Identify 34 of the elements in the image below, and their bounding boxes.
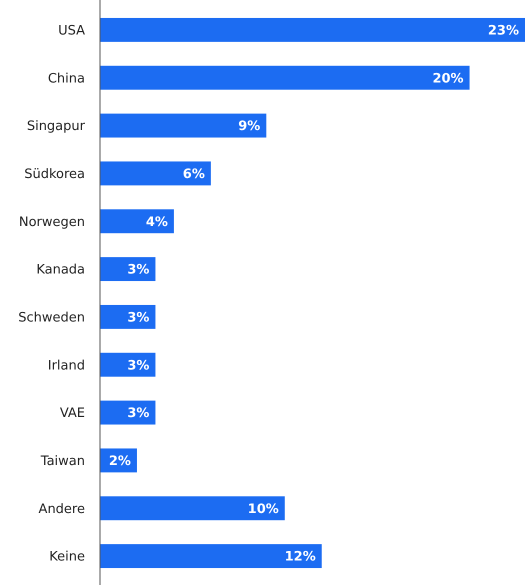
y-tick-label: Schweden <box>18 310 85 326</box>
y-tick-label: China <box>48 71 85 86</box>
data-label: 3% <box>127 406 150 422</box>
data-label: 12% <box>284 550 316 565</box>
data-label: 9% <box>238 119 260 134</box>
data-label: 3% <box>127 262 150 278</box>
data-label: 3% <box>127 310 150 326</box>
y-tick-label: Singapur <box>26 119 86 134</box>
bar <box>100 257 156 282</box>
bar <box>100 66 470 90</box>
bar <box>100 544 322 568</box>
y-tick-label: Keine <box>49 550 85 565</box>
y-tick-label: Andere <box>38 502 85 517</box>
y-tick-label: Irland <box>48 358 85 374</box>
data-label: 20% <box>432 71 464 86</box>
y-tick-label: Südkorea <box>24 166 85 182</box>
bar <box>100 400 156 425</box>
bar <box>100 304 156 329</box>
bar <box>100 496 285 520</box>
data-label: 2% <box>108 454 131 469</box>
y-tick-label: USA <box>58 23 86 38</box>
data-label: 10% <box>248 502 279 517</box>
bar <box>100 114 266 138</box>
y-tick-label: VAE <box>60 406 85 422</box>
bar <box>100 209 174 234</box>
data-label: 6% <box>182 166 205 182</box>
y-tick-label: Norwegen <box>18 214 85 230</box>
data-label: 23% <box>488 23 519 38</box>
y-tick-label: Taiwan <box>40 454 85 469</box>
data-label: 4% <box>146 214 168 230</box>
bar <box>100 18 525 42</box>
data-label: 3% <box>127 358 150 374</box>
y-tick-label: Kanada <box>36 262 85 278</box>
bar <box>100 161 211 186</box>
